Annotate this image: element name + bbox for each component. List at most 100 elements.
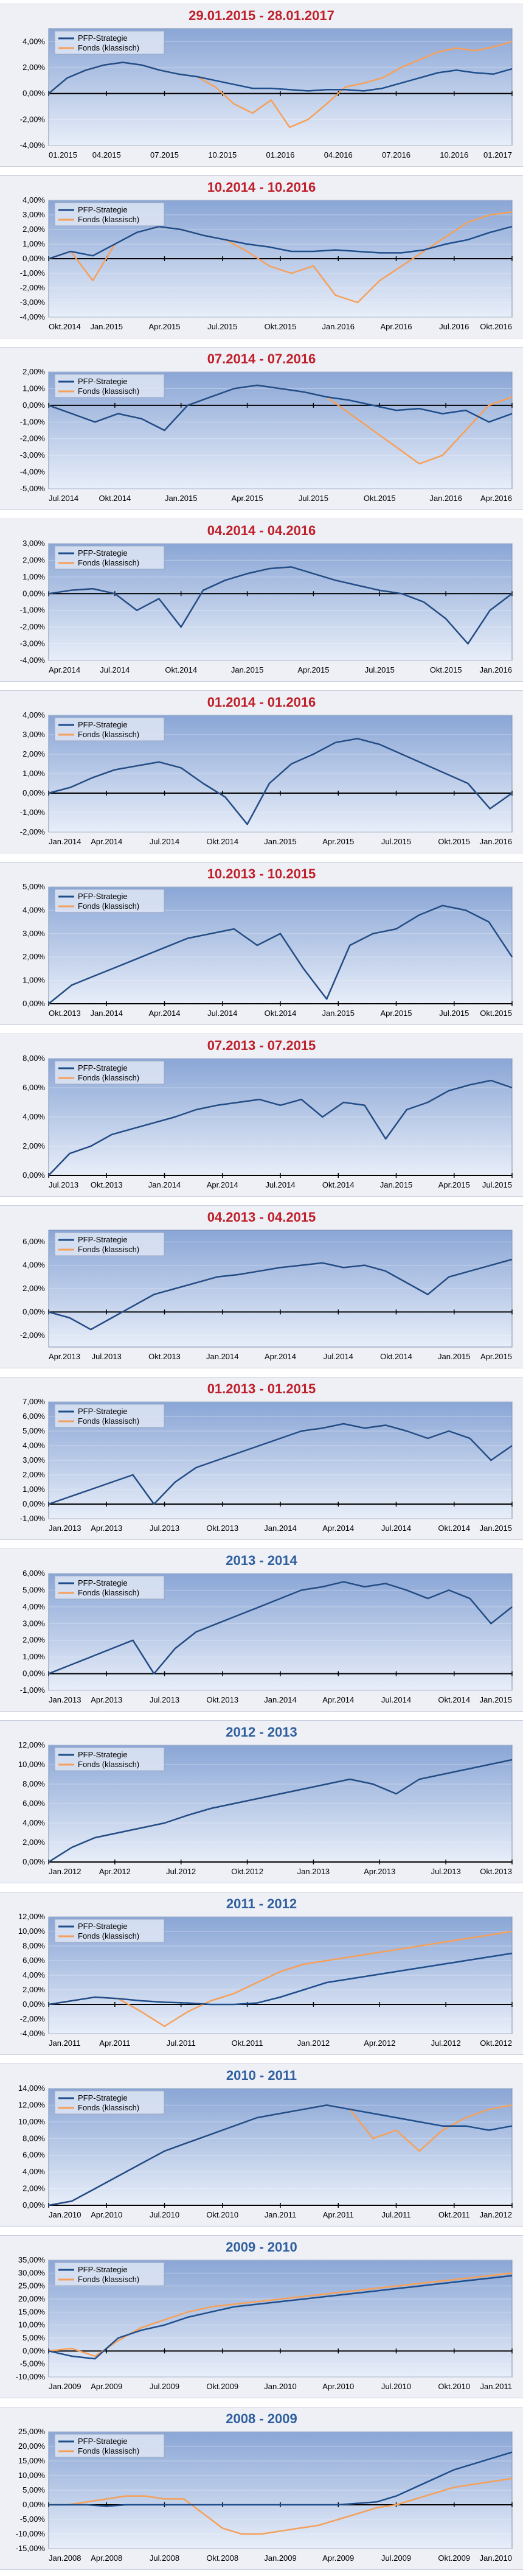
legend-label-fonds: Fonds (klassisch) <box>78 2446 139 2455</box>
x-tick-label: Jan.2012 <box>297 2039 330 2048</box>
y-tick-label: 12,00% <box>18 2100 46 2109</box>
x-tick-label: Okt.2015 <box>438 837 470 846</box>
x-tick-label: Jul.2015 <box>381 837 411 846</box>
y-tick-label: -1,00% <box>20 808 46 817</box>
x-tick-label: Jan.2012 <box>480 2210 513 2219</box>
series-line-fonds <box>48 1930 513 2028</box>
legend-label-pfp: PFP-Strategie <box>78 2265 128 2274</box>
x-tick-label: Jan.2015 <box>165 494 198 503</box>
x-tick-label: Jan.2009 <box>264 2553 297 2563</box>
legend <box>54 1232 165 1256</box>
legend <box>54 202 165 226</box>
y-tick-label: 25,00% <box>18 2281 46 2291</box>
x-tick-label: Apr.2013 <box>91 1695 122 1704</box>
chart-title: 29.01.2015 - 28.01.2017 <box>189 8 334 23</box>
chart-panel: 10.2013 - 10.2015 0,00% 1,00% 2,00% 3,00% 4,0… <box>0 862 523 1025</box>
x-tick-label: Jul.2013 <box>49 1180 78 1189</box>
y-tick-label: 3,00% <box>23 929 45 938</box>
x-tick-label: Apr.2014 <box>91 837 122 846</box>
chart-title: 01.2014 - 01.2016 <box>207 695 316 710</box>
legend-label-pfp: PFP-Strategie <box>78 377 128 386</box>
y-tick-label: 14,00% <box>18 2084 46 2093</box>
line-chart: -2,00% 0,00% 2,00% 4,00% 6,00% Apr.2013 Jul.20… <box>20 1230 513 1361</box>
y-tick-label: 8,00% <box>23 2133 45 2143</box>
y-tick-label: 0,00% <box>23 1669 45 1678</box>
x-tick-label: Apr.2009 <box>322 2553 354 2563</box>
y-tick-label: 2,00% <box>23 2184 45 2193</box>
y-tick-label: -1,00% <box>20 606 46 615</box>
y-tick-label: 1,00% <box>23 239 45 248</box>
x-tick-label: Okt.2015 <box>430 665 462 674</box>
y-tick-label: 3,00% <box>23 539 45 548</box>
legend-label-pfp: PFP-Strategie <box>78 892 128 901</box>
y-tick-label: 2,00% <box>23 749 45 758</box>
y-tick-label: 3,00% <box>23 210 45 219</box>
line-chart: -5,00% -4,00% -3,00% -2,00% -1,00% 0,00% 1,00%… <box>20 367 513 503</box>
x-tick-label: Okt.2016 <box>480 322 512 331</box>
legend <box>54 545 165 570</box>
x-tick-label: 10.2016 <box>440 150 468 159</box>
legend-label-fonds: Fonds (klassisch) <box>78 387 139 396</box>
legend-label-pfp: PFP-Strategie <box>78 2093 128 2102</box>
chart-panel: 2009 - 2010 -10,00% -5,00% 0,00% 5,00% 10,00%… <box>0 2235 523 2398</box>
x-tick-label: Jul.2014 <box>100 665 130 674</box>
y-tick-label: 0,00% <box>23 788 45 797</box>
x-tick-label: Jan.2016 <box>322 322 355 331</box>
x-tick-label: Apr.2015 <box>148 322 180 331</box>
x-tick-label: 07.2016 <box>382 150 410 159</box>
line-chart: -1,00% 0,00% 1,00% 2,00% 3,00% 4,00% 5,00% 6,00… <box>20 1397 513 1533</box>
y-tick-label: 30,00% <box>18 2268 46 2277</box>
y-tick-label: 4,00% <box>23 1112 45 1121</box>
legend <box>54 2434 165 2458</box>
y-tick-label: 2,00% <box>23 63 45 72</box>
legend-label-pfp: PFP-Strategie <box>78 1407 128 1416</box>
y-tick-label: -2,00% <box>20 114 46 124</box>
x-tick-label: Apr.2015 <box>322 837 354 846</box>
y-tick-label: 0,00% <box>23 401 45 410</box>
y-tick-label: 0,00% <box>23 89 45 98</box>
y-tick-label: -10,00% <box>16 2372 46 2381</box>
y-tick-label: 0,00% <box>23 254 45 263</box>
series-line-pfp <box>48 61 513 94</box>
x-tick-label: Jul.2011 <box>167 2039 196 2048</box>
legend-label-fonds: Fonds (klassisch) <box>78 1416 139 1426</box>
x-tick-label: Jan.2015 <box>91 322 123 331</box>
x-tick-label: Jul.2008 <box>150 2553 179 2563</box>
x-tick-label: Jan.2015 <box>480 1695 513 1704</box>
y-tick-label: 20,00% <box>18 2441 46 2451</box>
y-tick-label: 1,00% <box>23 1652 45 1661</box>
y-tick-label: 10,00% <box>18 1760 46 1769</box>
y-tick-label: 4,00% <box>23 37 45 46</box>
line-chart: 0,00% 2,00% 4,00% 6,00% 8,00% Jul.2013 Okt.201… <box>23 1054 513 1189</box>
y-tick-label: 3,00% <box>23 1455 45 1465</box>
x-tick-label: Jul.2010 <box>381 2382 411 2391</box>
y-tick-label: 4,00% <box>23 1602 45 1611</box>
x-tick-label: Jan.2010 <box>264 2382 297 2391</box>
y-tick-label: 10,00% <box>18 2117 46 2126</box>
x-tick-label: Jul.2012 <box>431 2039 461 2048</box>
y-tick-label: 25,00% <box>18 2427 46 2436</box>
legend-label-fonds: Fonds (klassisch) <box>78 730 139 739</box>
x-tick-label: Jul.2016 <box>439 322 469 331</box>
legend-label-pfp: PFP-Strategie <box>78 1235 128 1244</box>
y-tick-label: 4,00% <box>23 195 45 205</box>
legend <box>54 717 165 741</box>
legend <box>54 374 165 398</box>
y-tick-label: 0,00% <box>23 2200 45 2210</box>
y-tick-label: 4,00% <box>23 1970 45 1979</box>
line-chart: -4,00% -3,00% -2,00% -1,00% 0,00% 1,00% 2,00% 3… <box>20 195 513 331</box>
y-tick-label: -1,00% <box>20 417 46 426</box>
y-tick-label: 4,00% <box>23 1261 45 1270</box>
x-tick-label: Apr.2015 <box>232 494 263 503</box>
x-tick-label: Apr.2012 <box>99 1867 131 1876</box>
legend <box>54 30 165 55</box>
x-tick-label: Okt.2010 <box>206 2210 238 2219</box>
y-tick-label: 2,00% <box>23 555 45 564</box>
x-tick-label: Apr.2011 <box>99 2039 130 2048</box>
y-tick-label: 1,00% <box>23 383 45 393</box>
y-tick-label: 5,00% <box>23 882 45 891</box>
x-tick-label: Jan.2012 <box>49 1867 81 1876</box>
y-tick-label: 5,00% <box>23 1585 45 1594</box>
x-tick-label: Jan.2015 <box>264 837 297 846</box>
x-tick-label: Apr.2015 <box>480 1352 512 1361</box>
